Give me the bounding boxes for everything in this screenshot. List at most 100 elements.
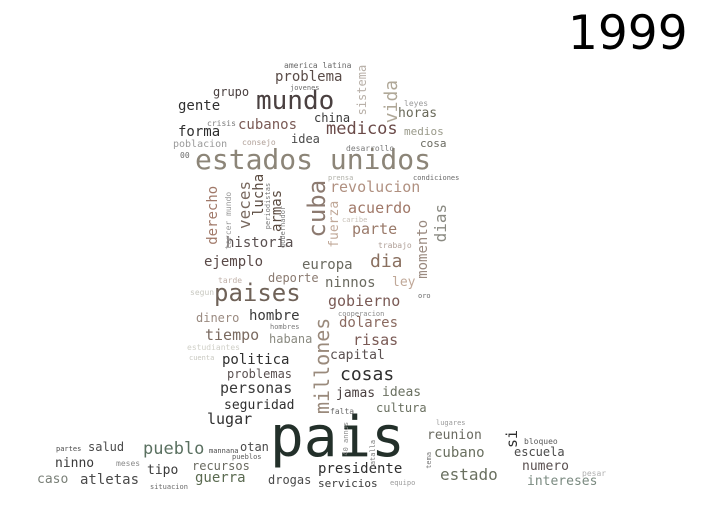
cloud-word: lugares xyxy=(436,419,466,427)
cloud-word: tiempo xyxy=(205,326,260,344)
cloud-word: escuela xyxy=(514,445,565,459)
cloud-word: segun xyxy=(190,288,215,297)
cloud-word: salud xyxy=(88,440,125,454)
cloud-word: jovenes xyxy=(290,84,320,92)
cloud-word: falta xyxy=(330,407,355,416)
cloud-word: sistema xyxy=(355,64,369,116)
cloud-word: numero xyxy=(522,459,569,474)
cloud-word: cubanos xyxy=(238,117,298,133)
cloud-word: otan xyxy=(240,440,269,454)
cloud-word: caribe xyxy=(342,216,368,224)
cloud-word: capital xyxy=(330,348,385,363)
cloud-word: desarrollo xyxy=(346,144,395,153)
cloud-word: derecho xyxy=(205,185,221,245)
cloud-word: caso xyxy=(37,472,69,487)
cloud-word: 40 annos xyxy=(342,421,350,456)
cloud-word: millones xyxy=(310,317,334,414)
cloud-word: ninnos xyxy=(325,275,376,291)
cloud-word: jamas xyxy=(336,386,376,401)
cloud-word: pais xyxy=(270,405,405,470)
cloud-word: hombre xyxy=(249,308,300,324)
cloud-word: hombres xyxy=(270,323,300,331)
cloud-word: pueblos xyxy=(232,453,262,461)
cloud-word: medicos xyxy=(326,119,398,139)
cloud-word: estados unidos xyxy=(195,143,432,176)
cloud-word: acuerdo xyxy=(348,199,412,217)
cloud-word: horas xyxy=(398,106,438,121)
cloud-word: atletas xyxy=(80,472,140,488)
cloud-word: equipo xyxy=(390,479,416,487)
cloud-word: lugar xyxy=(207,410,253,428)
cloud-word: bloqueo xyxy=(524,437,558,446)
cloud-word: cosas xyxy=(340,364,395,385)
year-title: 1999 xyxy=(568,6,688,61)
cloud-word: mundo xyxy=(256,86,335,116)
cloud-word: cultura xyxy=(376,401,427,415)
cloud-word: habana xyxy=(269,332,313,346)
cloud-word: servicios xyxy=(318,477,378,490)
cloud-word: problema xyxy=(275,69,343,85)
cloud-word: risas xyxy=(353,331,399,349)
cloud-word: poblacion xyxy=(173,139,228,150)
cloud-word: consejo xyxy=(242,138,276,147)
cloud-word: seguridad xyxy=(224,398,295,413)
cloud-word: fuerza xyxy=(327,200,342,248)
cloud-word: revolucion xyxy=(330,178,421,196)
cloud-word: oro xyxy=(418,292,431,300)
cloud-word: parte xyxy=(352,220,398,238)
cloud-word: recursos xyxy=(192,459,250,473)
cloud-word: gente xyxy=(178,98,221,114)
cloud-word: europa xyxy=(302,257,353,273)
cloud-word: cuba xyxy=(303,179,331,238)
cloud-word: batalla xyxy=(369,439,377,470)
cloud-word: paises xyxy=(214,279,301,307)
cloud-word: dia xyxy=(370,251,403,272)
cloud-word: problemas xyxy=(227,367,293,381)
cloud-word: tipo xyxy=(147,463,179,478)
cloud-word: forma xyxy=(178,124,221,140)
cloud-word: tarde xyxy=(218,276,243,285)
cloud-word: dias xyxy=(431,203,450,243)
cloud-word: america latina xyxy=(284,61,352,70)
cloud-word: deporte xyxy=(268,271,319,285)
cloud-word: gobernador xyxy=(279,205,287,248)
cloud-word: medios xyxy=(404,125,444,138)
cloud-word: partes xyxy=(56,445,82,453)
cloud-word: pesar xyxy=(582,469,607,478)
cloud-word: ninno xyxy=(55,456,95,471)
cloud-word: cosa xyxy=(420,137,447,150)
cloud-word: cooperacion xyxy=(338,310,385,318)
cloud-word: reunion xyxy=(427,428,482,443)
cloud-word: drogas xyxy=(268,473,312,487)
cloud-word: intereses xyxy=(527,474,598,489)
cloud-word: estudiantes xyxy=(187,343,240,352)
cloud-word: ley xyxy=(392,275,416,290)
cloud-word: crisis xyxy=(207,119,236,128)
cloud-word: gobierno xyxy=(328,292,401,310)
cloud-word: situacion xyxy=(150,483,188,491)
cloud-word: presidente xyxy=(318,461,403,477)
cloud-word: condiciones xyxy=(413,174,460,182)
cloud-word: pueblo xyxy=(143,439,205,459)
cloud-word: leyes xyxy=(404,99,429,108)
cloud-word: politica xyxy=(222,352,290,368)
cloud-word: mannana xyxy=(209,447,239,455)
cloud-word: 00 xyxy=(180,151,190,160)
cloud-word: personas xyxy=(220,379,293,397)
cloud-word: china xyxy=(314,111,351,125)
cloud-word: prensa xyxy=(328,174,354,182)
cloud-word: cubano xyxy=(434,445,485,461)
cloud-word: meses xyxy=(116,459,141,468)
cloud-word: ejemplo xyxy=(204,254,264,270)
cloud-word: tema xyxy=(425,451,433,469)
cloud-word: idea xyxy=(291,132,320,146)
cloud-word: periodistas xyxy=(264,182,272,230)
cloud-word: ideas xyxy=(382,385,422,400)
cloud-word: tercer mundo xyxy=(224,191,233,250)
cloud-word: estado xyxy=(440,465,498,484)
cloud-word: historia xyxy=(226,235,294,251)
cloud-word: trabajo xyxy=(378,241,412,250)
cloud-word: dolares xyxy=(339,315,399,331)
cloud-word: grupo xyxy=(213,85,250,99)
